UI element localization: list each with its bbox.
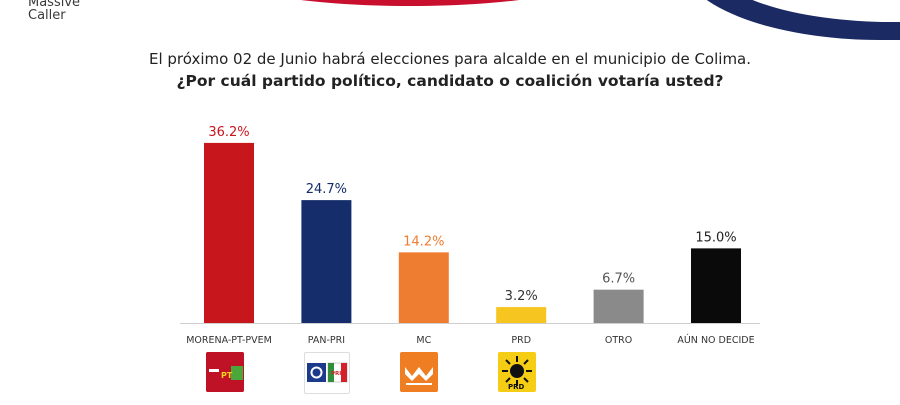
data-label: 15.0% [695,230,736,245]
brand-logo: Massive Caller [28,0,80,22]
pri-logo-text: PRI [331,371,341,377]
prd-logo-text: PRD [508,383,525,391]
category-label: OTRO [605,335,632,346]
brand-line-1: Massive [28,0,81,10]
brand-line-2: Caller [28,8,66,23]
category-label: MC [416,335,431,346]
prd-logo: PRD [498,352,536,392]
chart-subtitle: ¿Por cuál partido político, candidato o … [176,72,724,90]
data-label: 3.2% [505,289,538,304]
bar [301,200,352,323]
bar [691,248,741,323]
chart-title: El próximo 02 de Junio habrá elecciones … [148,50,752,68]
bar [593,289,644,323]
category-label: MORENA-PT-PVEM [186,335,272,346]
data-label: 24.7% [306,182,347,197]
category-label: PAN-PRI [308,335,345,346]
bar [496,307,547,323]
header-decoration-red [215,0,605,6]
pt-logo-text: PT [221,371,233,380]
data-label: 14.2% [403,234,444,249]
bar [204,142,254,323]
pan-pri-logo: PRI [304,352,350,394]
data-label: 36.2% [208,125,249,140]
morena-pt-pvem-logo: PT [206,352,244,392]
data-label: 6.7% [602,272,635,287]
mc-logo [400,352,438,392]
bar [398,252,449,323]
category-label: PRD [511,335,531,346]
category-label: AÚN NO DECIDE [677,334,754,346]
